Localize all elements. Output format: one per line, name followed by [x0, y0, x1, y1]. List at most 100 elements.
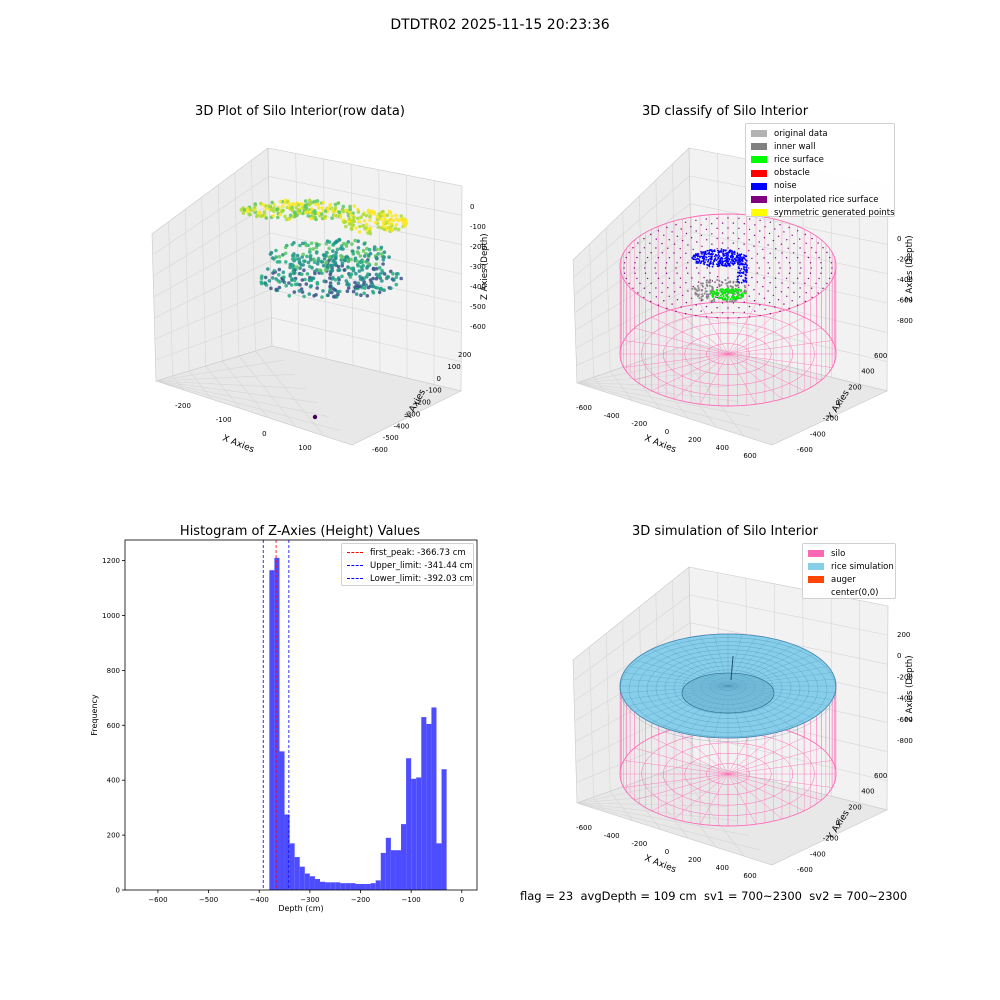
inner-wall-point	[713, 300, 716, 302]
data-point	[359, 260, 364, 265]
noise-point	[727, 260, 730, 263]
noise-point	[740, 268, 743, 270]
data-point	[394, 217, 399, 221]
data-point	[336, 276, 341, 280]
z-tick-label: -400	[897, 695, 913, 703]
data-point	[356, 263, 360, 268]
interpolated-point	[767, 272, 769, 274]
panel1-axes-box	[151, 147, 463, 446]
rice-surface-point	[741, 292, 744, 295]
interpolated-point	[781, 252, 783, 254]
grid-line	[234, 172, 240, 357]
data-point	[307, 292, 312, 296]
legend-item-original-data: original data	[751, 127, 889, 140]
interpolated-point	[831, 267, 833, 269]
z-tick-label: -400	[897, 276, 913, 284]
data-point	[387, 255, 391, 259]
noise-point	[736, 259, 738, 262]
legend-item-lower-limit: Lower_limit: -392.03 cm	[347, 572, 472, 585]
histogram-bar	[335, 882, 341, 890]
interpolated-point	[796, 277, 799, 279]
silo-floor-spoke	[727, 773, 783, 820]
interpolated-point	[709, 272, 711, 274]
grid-line	[576, 802, 750, 836]
interpolated-point	[810, 287, 813, 289]
silo-floor-spoke	[727, 353, 783, 400]
y-tick-label: 200	[848, 803, 861, 811]
interpolated-point	[762, 248, 764, 251]
interpolated-point	[687, 244, 689, 246]
noise-point	[715, 259, 718, 262]
interpolated-point	[657, 257, 660, 259]
data-point	[281, 253, 285, 257]
histogram-bar	[436, 843, 442, 890]
noise-point	[703, 251, 705, 254]
grid-line	[691, 286, 888, 333]
panel2-title: 3D classify of Silo Interior	[641, 104, 809, 119]
rice-surface-point	[730, 288, 733, 291]
data-point	[357, 219, 362, 224]
interpolated-point	[793, 242, 795, 245]
data-point	[315, 250, 319, 254]
grid-line	[172, 375, 185, 391]
histogram-bar	[294, 857, 300, 890]
interpolated-point	[826, 251, 828, 254]
grid-line	[222, 360, 269, 418]
data-point	[325, 265, 330, 269]
noise-point	[738, 271, 741, 274]
noise-point	[745, 255, 748, 258]
data-point	[288, 265, 292, 270]
x-tick-label: −600	[148, 896, 167, 904]
data-point	[370, 210, 375, 214]
rice-surface-point	[740, 293, 743, 296]
data-point	[374, 262, 378, 267]
legend-line	[347, 552, 363, 554]
interpolated-point	[667, 287, 669, 289]
data-point	[320, 206, 325, 210]
data-point	[364, 222, 369, 227]
interpolated-point	[804, 300, 806, 303]
data-point	[343, 219, 348, 224]
legend-label: Lower_limit: -392.03 cm	[370, 573, 473, 584]
inner-wall-point	[731, 299, 734, 302]
x-tick-label: 0	[665, 848, 669, 856]
panel3-legend: first_peak: -366.73 cm Upper_limit: -341…	[341, 543, 474, 586]
interpolated-point	[764, 308, 766, 310]
z-tick-label: 0	[470, 203, 474, 211]
interpolated-point	[767, 244, 769, 246]
noise-point	[716, 263, 718, 266]
grid-line	[238, 355, 297, 427]
panel2-rice-surface-points	[710, 287, 747, 301]
data-point	[370, 284, 375, 289]
data-point	[297, 257, 302, 261]
inner-wall-point	[733, 300, 736, 302]
grid-line	[690, 203, 888, 245]
interpolated-point	[649, 292, 651, 294]
interpolated-point	[772, 239, 775, 242]
interpolated-point	[743, 291, 745, 293]
data-point	[334, 240, 338, 244]
rice-surface-point	[732, 292, 735, 294]
panel4-simulation-plot: -600-400-20002004006006004002000-200-400…	[572, 566, 915, 880]
interpolated-point	[759, 314, 761, 317]
interpolated-point	[657, 277, 660, 279]
y-tick-label: 600	[874, 352, 887, 360]
legend-item-center: center(0,0)	[808, 587, 890, 600]
rice-surface-point	[737, 293, 740, 296]
silo-floor-spoke	[651, 317, 729, 355]
inner-wall-point	[744, 286, 747, 289]
data-point	[315, 282, 320, 286]
histogram-bar	[350, 883, 356, 890]
data-point	[304, 203, 308, 208]
silo-floor-spoke	[727, 737, 805, 775]
y-tick-label: 600	[874, 772, 887, 780]
interpolated-point	[632, 247, 634, 249]
legend-label: silo	[831, 548, 846, 559]
interpolated-point	[738, 317, 740, 319]
data-point	[347, 217, 352, 221]
data-point	[267, 279, 272, 283]
inner-wall-point	[704, 290, 707, 293]
data-point	[355, 259, 359, 263]
interpolated-point	[753, 245, 755, 247]
interpolated-point	[807, 277, 810, 280]
